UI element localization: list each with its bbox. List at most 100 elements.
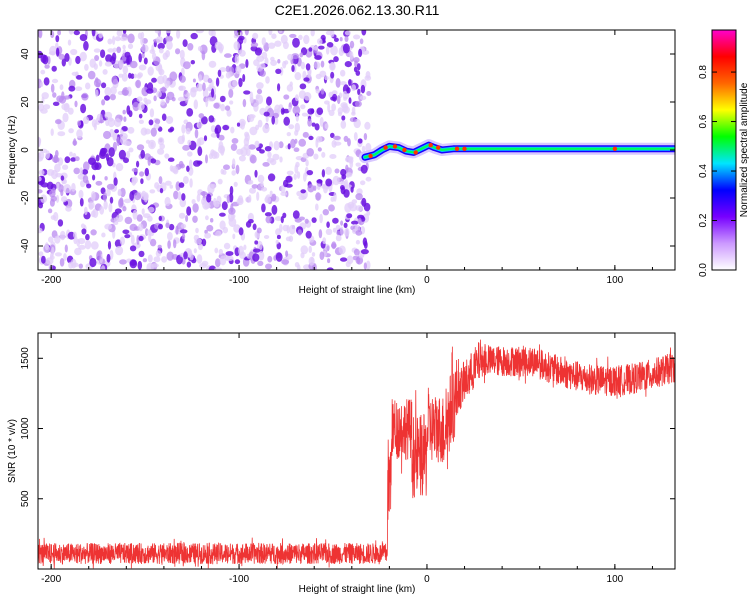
noise-blob — [153, 123, 160, 130]
noise-blob — [360, 164, 368, 174]
noise-blob — [271, 33, 277, 39]
noise-blob — [330, 196, 335, 202]
snr-frame — [37, 332, 676, 570]
noise-blob — [235, 164, 240, 175]
noise-blob — [86, 183, 92, 189]
noise-blob — [132, 101, 140, 112]
noise-blob — [59, 84, 64, 91]
noise-blob — [328, 204, 335, 212]
noise-blob — [74, 86, 83, 91]
noise-blob — [315, 88, 321, 94]
noise-blob — [158, 223, 163, 230]
noise-blob — [62, 164, 69, 170]
noise-blob — [355, 193, 363, 201]
noise-blob — [161, 113, 167, 121]
noise-blob — [96, 251, 101, 261]
noise-blob — [119, 36, 128, 42]
noise-blob — [186, 165, 190, 172]
noise-blob — [264, 196, 272, 204]
noise-blob — [288, 224, 296, 235]
noise-blob — [94, 55, 100, 61]
noise-blob — [54, 163, 61, 173]
noise-blob — [116, 30, 123, 37]
noise-blob — [299, 83, 307, 90]
noise-blob — [99, 205, 105, 215]
noise-blob — [233, 41, 241, 51]
noise-blob — [349, 117, 356, 123]
noise-blob — [355, 230, 363, 236]
noise-blob — [335, 78, 341, 88]
trace-peak — [368, 153, 373, 159]
noise-blob — [98, 32, 103, 39]
noise-blob — [48, 236, 54, 243]
trace-peak — [402, 147, 407, 153]
noise-blob — [210, 132, 218, 138]
noise-blob — [141, 208, 145, 215]
noise-blob — [353, 34, 361, 40]
noise-blob — [245, 148, 251, 157]
noise-blob — [219, 220, 226, 230]
noise-blob — [203, 135, 208, 142]
noise-blob — [286, 170, 294, 176]
noise-blob — [122, 44, 126, 50]
noise-blob — [38, 151, 45, 160]
noise-blob — [310, 30, 315, 37]
noise-blob — [156, 36, 163, 44]
noise-blob — [111, 75, 118, 85]
noise-blob — [118, 59, 124, 69]
noise-blob — [336, 230, 341, 236]
noise-blob — [165, 50, 171, 58]
noise-blob — [236, 197, 244, 206]
noise-blob — [55, 47, 60, 57]
noise-blob — [55, 173, 63, 178]
noise-blob — [218, 134, 225, 141]
noise-blob — [122, 229, 130, 235]
noise-blob — [76, 129, 83, 139]
noise-blob — [73, 138, 77, 146]
noise-blob — [298, 34, 303, 41]
noise-blob — [138, 250, 145, 258]
noise-blob — [365, 176, 372, 182]
noise-blob — [215, 258, 221, 268]
noise-blob — [256, 82, 264, 90]
noise-blob — [340, 120, 347, 129]
noise-blob — [282, 108, 290, 114]
noise-blob — [114, 208, 122, 214]
noise-blob — [190, 60, 195, 65]
noise-blob — [149, 108, 155, 118]
noise-blob — [148, 206, 155, 213]
noise-blob — [45, 150, 50, 159]
noise-blob — [183, 251, 188, 260]
noise-blob — [333, 56, 339, 63]
noise-blob — [106, 183, 115, 190]
noise-blob — [193, 248, 197, 254]
noise-blob — [182, 39, 188, 47]
noise-blob — [362, 237, 368, 247]
noise-blob — [79, 197, 84, 207]
noise-blob — [155, 250, 162, 257]
noise-blob — [129, 60, 138, 69]
noise-blob — [63, 253, 67, 261]
noise-blob — [129, 191, 135, 201]
noise-blob — [93, 48, 101, 53]
noise-blob — [83, 161, 90, 171]
noise-blob — [159, 188, 164, 194]
noise-blob — [105, 54, 113, 63]
noise-blob — [113, 217, 120, 223]
noise-blob — [283, 116, 291, 126]
noise-blob — [165, 180, 172, 186]
noise-blob — [265, 215, 272, 224]
noise-blob — [175, 48, 181, 55]
x-tick-label: 0 — [424, 275, 430, 286]
noise-blob — [85, 233, 90, 241]
noise-blob — [267, 255, 273, 263]
noise-blob — [119, 135, 128, 145]
noise-blob — [121, 126, 128, 132]
noise-blob — [99, 113, 103, 124]
noise-blob — [61, 58, 66, 67]
noise-blob — [344, 203, 352, 213]
noise-blob — [176, 30, 181, 39]
noise-blob — [332, 135, 341, 140]
noise-blob — [208, 84, 212, 92]
noise-blob — [233, 181, 238, 187]
